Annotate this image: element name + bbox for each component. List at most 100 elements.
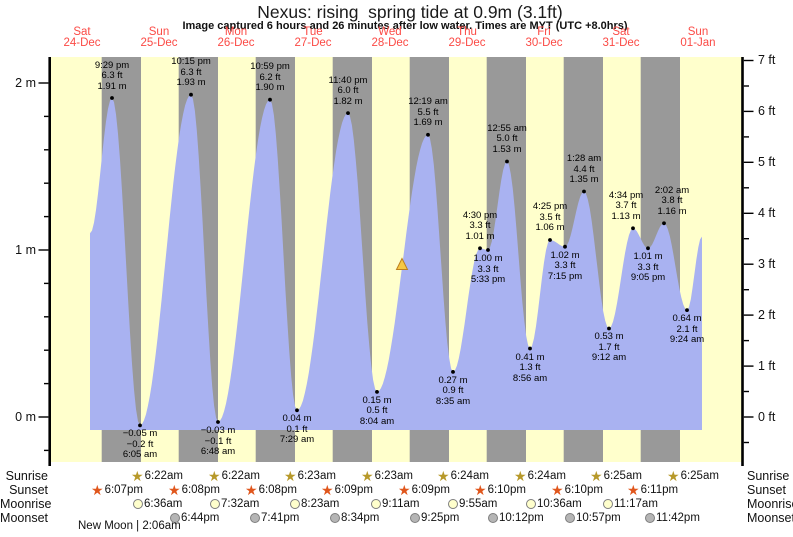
day-label: Sun 01-Jan [680, 26, 716, 49]
day-label: Mon 26-Dec [217, 26, 255, 49]
sunrise-time: 6:23am [374, 470, 413, 482]
moonset-entry: 7:41pm [250, 511, 299, 525]
sunset-star-icon: ★ [627, 481, 640, 498]
y-axis-right-label: 1 ft [758, 359, 776, 374]
high-tide-label: 4:25 pm 3.5 ft 1.06 m [532, 201, 568, 234]
high-tide-dot [662, 221, 666, 226]
moonrise-circle-icon [526, 499, 536, 509]
astro-row-label-left: Moonset [0, 511, 48, 525]
moonrise-entry: 9:11am [371, 497, 420, 511]
low-tide-label: 0.04 m 0.1 ft 7:29 am [279, 413, 315, 446]
low-tide-label: 1.02 m 3.3 ft 7:15 pm [547, 249, 583, 282]
low-tide-dot [216, 420, 220, 424]
low-tide-dot [375, 390, 379, 394]
moonset-time: 10:57pm [576, 512, 621, 524]
day-label: Fri 30-Dec [525, 26, 563, 49]
sunset-star-icon: ★ [474, 481, 487, 498]
sunrise-time: 6:25am [603, 470, 642, 482]
y-axis-right-label: 4 ft [758, 206, 776, 221]
chart-subtitle: Image captured 6 hours and 26 minutes af… [182, 20, 628, 32]
moonrise-time: 9:55am [459, 498, 498, 510]
day-label: Sat 24-Dec [63, 26, 101, 49]
moonset-entry: 10:12pm [488, 511, 544, 525]
high-tide-label: 1:28 am 4.4 ft 1.35 m [566, 153, 602, 186]
sunrise-star-icon: ★ [361, 467, 374, 484]
sunrise-entry: ★ 6:25am [667, 469, 719, 483]
y-axis-right [741, 57, 744, 466]
moonrise-circle-icon [603, 499, 613, 509]
moonrise-circle-icon [290, 499, 300, 509]
day-label: Tue 27-Dec [294, 26, 332, 49]
low-tide-dot [528, 346, 532, 351]
sunrise-entry: ★ 6:23am [361, 469, 413, 483]
sunrise-star-icon: ★ [667, 467, 680, 484]
high-tide-dot [268, 97, 272, 102]
moonrise-circle-icon [448, 499, 458, 509]
y-axis-right-label: 0 ft [758, 410, 776, 424]
high-tide-label: 12:19 am 5.5 ft 1.69 m [408, 96, 448, 129]
sunset-star-icon: ★ [245, 481, 258, 498]
sunrise-star-icon: ★ [514, 467, 527, 484]
sunrise-time: 6:25am [680, 470, 719, 482]
moonset-circle-icon [410, 513, 420, 523]
moonset-time: 9:25pm [421, 512, 460, 524]
high-tide-dot [582, 189, 586, 194]
y-axis-right-label: 2 ft [758, 308, 776, 323]
sunset-time: 6:08pm [258, 484, 297, 496]
moonset-entry: 10:57pm [565, 511, 621, 525]
low-tide-dot [295, 408, 299, 413]
moonset-entry: 8:34pm [330, 511, 379, 525]
moonset-time: 10:12pm [499, 512, 544, 524]
moonset-time: 7:41pm [261, 512, 300, 524]
moonset-circle-icon [488, 513, 498, 523]
moonset-circle-icon [170, 513, 180, 523]
sunset-star-icon: ★ [91, 481, 104, 498]
sunset-entry: ★ 6:09pm [321, 483, 373, 497]
tide-area [90, 94, 702, 430]
sunrise-star-icon: ★ [590, 467, 603, 484]
sunrise-time: 6:22am [221, 470, 260, 482]
moonset-circle-icon [645, 513, 655, 523]
low-tide-dot [138, 423, 142, 428]
low-tide-dot [646, 246, 650, 251]
astro-row-label-right: Sunrise [747, 469, 790, 483]
high-tide-label: 12:55 am 5.0 ft 1.53 m [487, 122, 527, 155]
y-axis-left-label: 0 m [15, 410, 36, 424]
y-axis-left-label: 2 m [15, 76, 36, 90]
high-tide-label: 10:15 pm 6.3 ft 1.93 m [171, 56, 211, 89]
high-tide-label: 11:40 pm 6.0 ft 1.82 m [328, 74, 368, 107]
low-tide-label: 0.27 m 0.9 ft 8:35 am [435, 374, 471, 407]
y-axis-right-label: 6 ft [758, 104, 776, 119]
moonrise-circle-icon [133, 499, 143, 509]
low-tide-dot [451, 370, 455, 374]
moonrise-time: 10:36am [537, 498, 582, 510]
moonrise-circle-icon [371, 499, 381, 509]
sunset-time: 6:10pm [487, 484, 526, 496]
moonrise-time: 9:11am [382, 498, 420, 510]
sunrise-entry: ★ 6:25am [590, 469, 642, 483]
high-tide-dot [346, 111, 350, 115]
sunset-entry: ★ 6:10pm [474, 483, 526, 497]
sunrise-entry: ★ 6:22am [131, 469, 183, 483]
high-tide-dot [548, 238, 552, 242]
astro-row-label-right: Sunset [747, 483, 786, 497]
low-tide-label: 0.41 m 1.3 ft 8:56 am [512, 351, 548, 384]
y-axis-right-label: 7 ft [758, 53, 776, 68]
sunset-entry: ★ 6:08pm [168, 483, 220, 497]
high-tide-label: 4:30 pm 3.3 ft 1.01 m [462, 209, 498, 242]
moonset-entry: 9:25pm [410, 511, 459, 525]
high-tide-dot [189, 92, 193, 97]
new-moon-label: New Moon | 2:06am [78, 520, 181, 532]
moonset-circle-icon [330, 513, 340, 523]
low-tide-label: −0.03 m −0.1 ft 6:48 am [200, 425, 236, 457]
low-tide-dot [563, 244, 567, 249]
sunrise-time: 6:24am [450, 470, 489, 482]
sunset-entry: ★ 6:09pm [398, 483, 450, 497]
day-label: Sun 25-Dec [140, 26, 178, 49]
astro-row-label-left: Moonrise [0, 497, 52, 511]
moonset-time: 6:44pm [181, 512, 220, 524]
moonrise-circle-icon [210, 499, 220, 509]
sunset-time: 6:07pm [104, 484, 143, 496]
